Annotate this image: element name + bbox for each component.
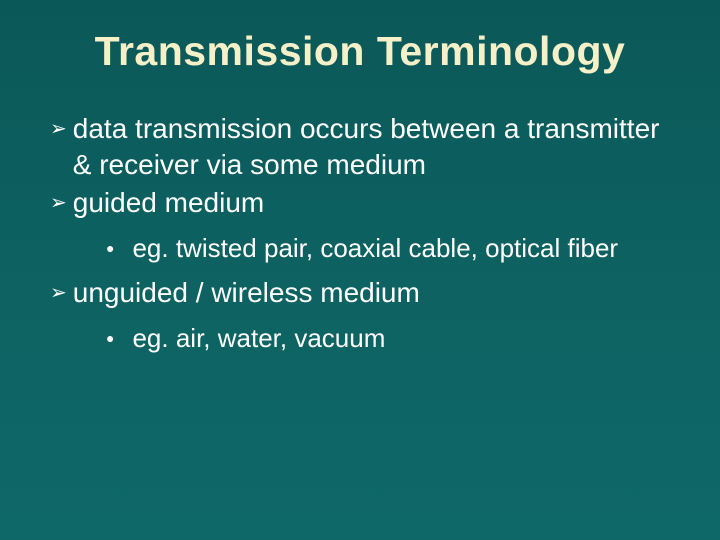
chevron-right-icon: ➢ xyxy=(50,111,67,147)
bullet-icon: ● xyxy=(106,231,114,265)
bullet-icon: ● xyxy=(106,321,114,355)
list-item: ➢ guided medium xyxy=(50,185,672,221)
slide-body: ➢ data transmission occurs between a tra… xyxy=(48,111,672,355)
chevron-right-icon: ➢ xyxy=(50,185,67,221)
chevron-right-icon: ➢ xyxy=(50,275,67,311)
list-item-text: unguided / wireless medium xyxy=(73,275,420,311)
sub-list-item-text: eg. twisted pair, coaxial cable, optical… xyxy=(132,231,618,265)
slide: Transmission Terminology ➢ data transmis… xyxy=(0,0,720,540)
list-item-text: guided medium xyxy=(73,185,264,221)
list-item: ➢ unguided / wireless medium xyxy=(50,275,672,311)
sub-list-item: ● eg. air, water, vacuum xyxy=(106,321,672,355)
list-item-text: data transmission occurs between a trans… xyxy=(73,111,672,183)
slide-title: Transmission Terminology xyxy=(48,28,672,75)
list-item: ➢ data transmission occurs between a tra… xyxy=(50,111,672,183)
sub-list-item-text: eg. air, water, vacuum xyxy=(132,321,385,355)
sub-list-item: ● eg. twisted pair, coaxial cable, optic… xyxy=(106,231,672,265)
